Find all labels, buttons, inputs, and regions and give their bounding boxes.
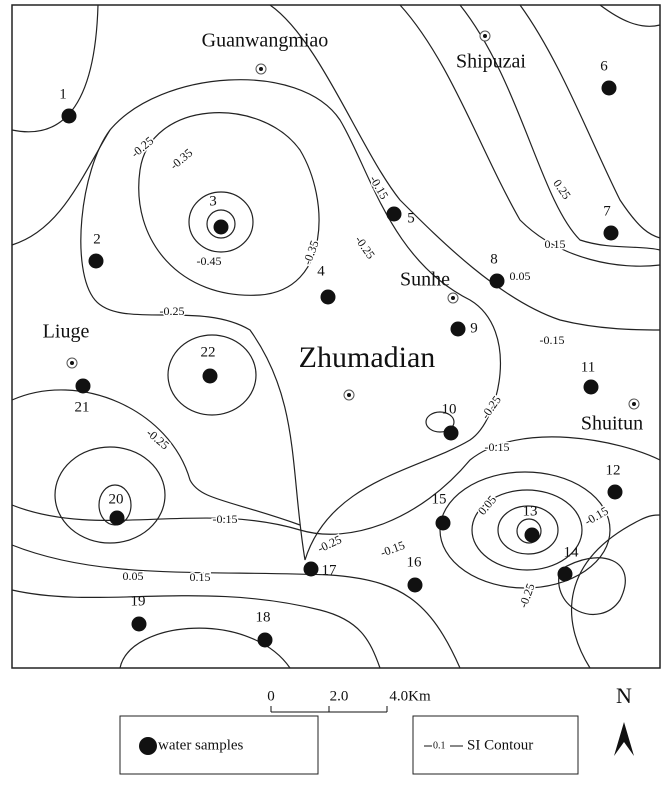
place-name: Liuge [43, 321, 90, 343]
sample-label: 15 [432, 491, 447, 507]
sample-label: 22 [201, 344, 216, 360]
scale-label: 0 [267, 688, 275, 704]
sample-point [109, 510, 125, 526]
sample-point [603, 225, 619, 241]
sample-label: 3 [209, 193, 217, 209]
sample-point [443, 425, 459, 441]
sample-point [202, 368, 218, 384]
sample-point [489, 273, 505, 289]
sample-label: 12 [606, 462, 621, 478]
sample-label: 13 [523, 503, 538, 519]
legend-box [412, 715, 579, 775]
sample-point [607, 484, 623, 500]
legend-label: water samples [158, 737, 244, 753]
sample-label: 18 [256, 609, 271, 625]
sample-label: 5 [407, 210, 415, 226]
sample-point [88, 253, 104, 269]
place-name: Guanwangmiao [202, 30, 329, 52]
legend-label: SI Contour [467, 737, 533, 753]
sample-point [557, 566, 573, 582]
contour-label: 0.15 [190, 570, 211, 584]
sample-label: 7 [603, 203, 611, 219]
place-name: Shuitun [581, 413, 643, 435]
legend-box [119, 715, 319, 775]
place-name: Zhumadian [299, 341, 436, 374]
sample-point [303, 561, 319, 577]
sample-label: 14 [564, 544, 580, 560]
sample-label: 21 [75, 399, 90, 415]
sample-label: 6 [600, 58, 608, 74]
sample-label: 2 [93, 231, 101, 247]
sample-point [450, 321, 466, 337]
place-symbol-center [259, 67, 263, 71]
north-label: N [616, 683, 632, 708]
contours [11, 4, 661, 669]
sample-point [386, 206, 402, 222]
contour-label: -0.15 [540, 333, 565, 347]
legend-dot [139, 737, 157, 755]
sample-label: 17 [322, 562, 338, 578]
place-symbol-center [70, 361, 74, 365]
sample-point [524, 527, 540, 543]
legend-value: 0.1 [433, 740, 446, 751]
legend: 0 2.0 4.0Km N water samples 0.1 SI Conto… [119, 683, 634, 775]
sample-label: 11 [581, 359, 595, 375]
sample-point [61, 108, 77, 124]
contour-label: 0.05 [123, 569, 144, 583]
place-symbol-center [451, 296, 455, 300]
sample-label: 16 [407, 554, 423, 570]
sample-point [213, 219, 229, 235]
contour-label: 0.15 [545, 237, 566, 251]
sample-point [435, 515, 451, 531]
sample-label: 19 [131, 593, 146, 609]
place-symbol-center [347, 393, 351, 397]
sample-label: 10 [442, 401, 457, 417]
place-name: Shipuzai [456, 51, 526, 73]
sample-point [75, 378, 91, 394]
sample-label: 8 [490, 251, 498, 267]
contour-label: -0.15 [213, 512, 238, 526]
sample-point [257, 632, 273, 648]
sample-point [601, 80, 617, 96]
sample-label: 9 [470, 320, 478, 336]
north-arrow [614, 722, 634, 756]
sample-point [583, 379, 599, 395]
sample-label: 4 [317, 263, 325, 279]
sample-label: 1 [59, 86, 67, 102]
contour-label: -0.45 [197, 254, 222, 268]
contour-label: -0.15 [485, 440, 510, 454]
contour-label: -0.25 [160, 304, 185, 318]
sample-point [320, 289, 336, 305]
place-symbol-center [632, 402, 636, 406]
sample-point [131, 616, 147, 632]
scale-label: 4.0Km [389, 688, 431, 704]
scale-label: 2.0 [330, 688, 349, 704]
place-name: Sunhe [400, 269, 450, 291]
sample-point [407, 577, 423, 593]
sample-label: 20 [109, 491, 124, 507]
contour-label: 0.05 [510, 269, 531, 283]
place-symbol-center [483, 34, 487, 38]
